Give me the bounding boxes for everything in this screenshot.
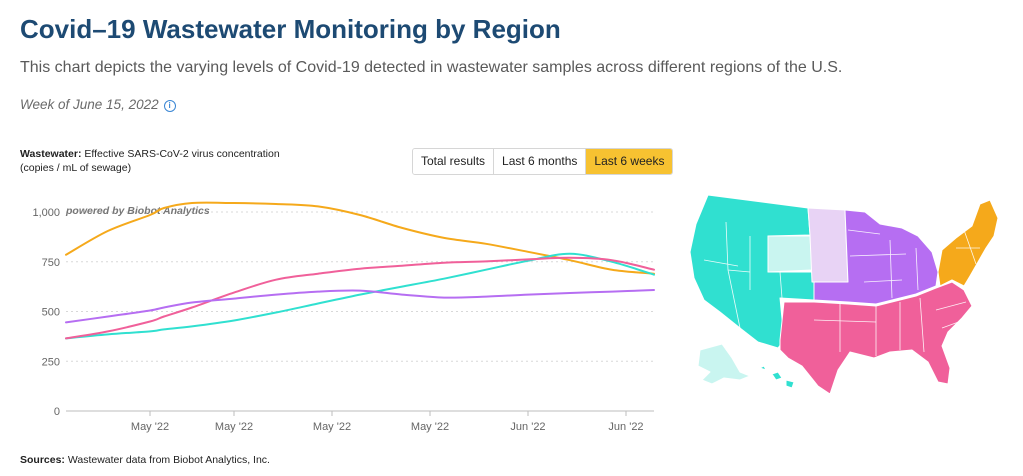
y-tick-label: 0 xyxy=(54,406,60,418)
y-axis: 0 250 500 750 1,000 xyxy=(32,207,60,418)
series-line-northeast[interactable] xyxy=(65,201,655,275)
y-tick-label: 250 xyxy=(42,356,60,368)
sources-footer: Sources: Wastewater data from Biobot Ana… xyxy=(20,454,270,466)
sources-text: Wastewater data from Biobot Analytics, I… xyxy=(64,454,270,466)
last-6-weeks-button[interactable]: Last 6 weeks xyxy=(586,149,673,174)
x-tick-label: Jun '22 xyxy=(510,421,545,433)
x-tick-label: May '22 xyxy=(411,421,449,433)
chart-watermark: powered by Biobot Analytics xyxy=(65,205,210,217)
week-label: Week of June 15, 2022 xyxy=(20,97,159,112)
y-tick-label: 1,000 xyxy=(32,207,60,219)
y-tick-label: 500 xyxy=(42,307,60,319)
week-date: Week of June 15, 2022 i xyxy=(20,97,176,112)
chart-label: Wastewater: Effective SARS-CoV-2 virus c… xyxy=(20,147,320,175)
chart-label-bold: Wastewater: xyxy=(20,148,82,160)
x-tick-label: May '22 xyxy=(215,421,253,433)
y-tick-label: 750 xyxy=(42,257,60,269)
series-line-south[interactable] xyxy=(65,256,655,340)
map-state-borders xyxy=(703,221,980,356)
total-results-button[interactable]: Total results xyxy=(413,149,495,174)
chart-label-units: (copies / mL of sewage) xyxy=(20,162,132,174)
map-state-hawaii[interactable] xyxy=(759,365,795,389)
last-6-months-button[interactable]: Last 6 months xyxy=(494,149,587,174)
range-selector: Total results Last 6 months Last 6 weeks xyxy=(412,148,674,175)
x-tick-label: Jun '22 xyxy=(608,421,643,433)
page-title: Covid–19 Wastewater Monitoring by Region xyxy=(20,14,561,44)
page-subtitle: This chart depicts the varying levels of… xyxy=(20,59,843,76)
chart-grid xyxy=(66,211,654,412)
x-tick-label: May '22 xyxy=(313,421,351,433)
map-state-dakotas[interactable] xyxy=(807,207,849,283)
series-line-west[interactable] xyxy=(65,252,655,340)
map-state-wyoming[interactable] xyxy=(767,235,813,273)
chart-label-text: Effective SARS-CoV-2 virus concentration xyxy=(81,148,280,160)
info-icon[interactable]: i xyxy=(163,100,176,112)
sources-label: Sources: xyxy=(20,454,65,466)
x-axis: May '22 May '22 May '22 May '22 Jun '22 Jun '… xyxy=(131,411,644,433)
map-region-northeast[interactable] xyxy=(937,199,999,287)
chart-series xyxy=(65,201,655,340)
map-region-midwest[interactable] xyxy=(813,209,939,305)
us-region-map[interactable] xyxy=(680,190,1010,400)
map-state-alaska[interactable] xyxy=(697,343,751,385)
series-line-midwest[interactable] xyxy=(65,289,655,324)
x-tick-label: May '22 xyxy=(131,421,169,433)
